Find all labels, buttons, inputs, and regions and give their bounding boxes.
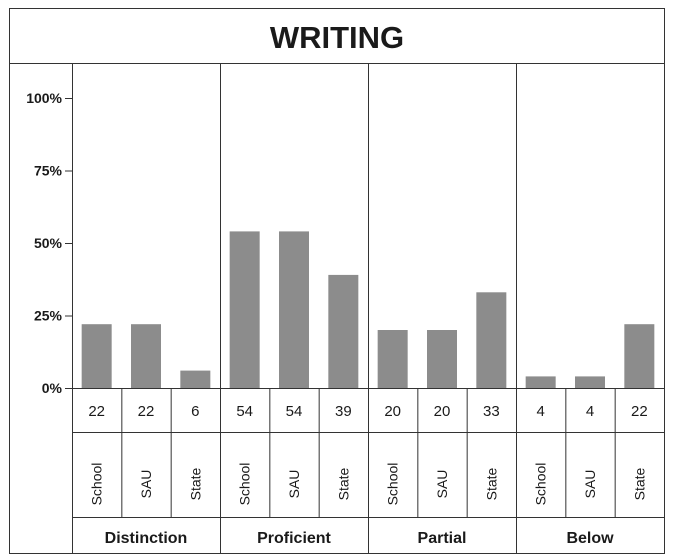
value-label: 20	[434, 403, 451, 420]
category-label: SAU	[582, 470, 598, 499]
bar	[328, 274, 359, 388]
value-label: 33	[483, 403, 500, 420]
value-label: 39	[335, 403, 352, 420]
value-label: 20	[384, 403, 401, 420]
y-tick-label: 75%	[34, 163, 63, 179]
value-label: 22	[138, 403, 155, 420]
y-tick-label: 100%	[26, 90, 62, 106]
category-labels: School SAU State School SAU State School SAU Sta…	[89, 463, 648, 506]
value-label: 22	[88, 403, 105, 420]
value-labels: 22 22 6 54 54 39 20 20 33 4 4 22	[88, 403, 647, 420]
category-label: SAU	[138, 470, 154, 499]
bar	[476, 292, 507, 388]
value-label: 22	[631, 403, 648, 420]
bar	[575, 376, 605, 388]
value-label: 4	[586, 403, 594, 420]
value-label: 54	[286, 403, 303, 420]
bars	[81, 231, 655, 388]
category-label: School	[385, 463, 401, 506]
chart-title: WRITING	[270, 20, 404, 55]
y-tick-label: 25%	[34, 308, 63, 324]
bar	[427, 330, 457, 388]
category-label: State	[631, 467, 647, 500]
bar	[180, 370, 211, 388]
bar	[377, 330, 408, 388]
category-label: State	[483, 467, 499, 500]
y-tick-label: 0%	[42, 380, 63, 396]
group-label: Below	[566, 530, 614, 547]
category-label: School	[89, 463, 105, 506]
grid-lines	[9, 63, 664, 553]
value-label: 54	[236, 403, 253, 420]
bar	[525, 376, 556, 388]
chart-frame	[9, 8, 665, 554]
bar	[279, 231, 309, 388]
y-axis-ticks: 0% 25% 50% 75% 100%	[26, 90, 72, 396]
value-label: 4	[536, 403, 544, 420]
group-labels: Distinction Proficient Partial Below	[105, 530, 614, 547]
category-label: State	[335, 467, 351, 500]
y-tick-label: 50%	[34, 235, 63, 251]
group-label: Partial	[418, 530, 467, 547]
category-label: SAU	[434, 470, 450, 499]
category-label: School	[533, 463, 549, 506]
category-label: State	[187, 467, 203, 500]
value-label: 6	[191, 403, 199, 420]
category-label: SAU	[286, 470, 302, 499]
bar	[131, 324, 161, 388]
group-label: Proficient	[257, 530, 331, 547]
bar	[81, 324, 112, 388]
bar	[624, 324, 655, 388]
category-label: School	[237, 463, 253, 506]
bar	[229, 231, 260, 388]
group-label: Distinction	[105, 530, 188, 547]
